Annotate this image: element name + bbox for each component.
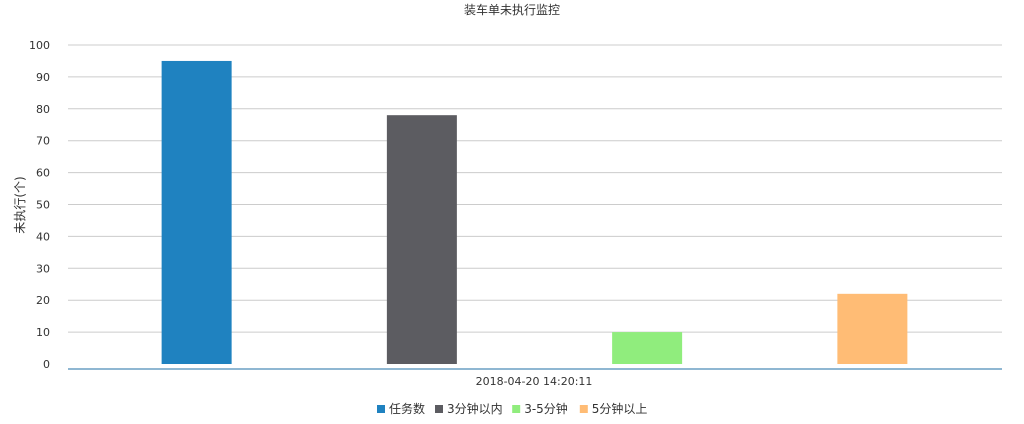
y-axis-ticks: 0 10 20 30 40 50 60 70 80 90 100 xyxy=(29,39,50,371)
legend-swatch xyxy=(512,405,521,413)
y-tick-label: 0 xyxy=(43,358,50,371)
bar-3[interactable] xyxy=(612,332,683,364)
y-tick-label: 30 xyxy=(36,262,50,275)
legend-label: 5分钟以上 xyxy=(592,401,648,416)
legend-item-2[interactable]: 3分钟以内 xyxy=(435,401,503,416)
chart-title: 装车单未执行监控 xyxy=(464,2,560,17)
y-tick-label: 10 xyxy=(36,326,50,339)
legend[interactable]: 任务数 3分钟以内 3-5分钟 5分钟以上 xyxy=(377,401,647,416)
y-tick-label: 100 xyxy=(29,39,50,52)
bar-4[interactable] xyxy=(837,293,908,364)
y-tick-label: 20 xyxy=(36,294,50,307)
legend-label: 3-5分钟 xyxy=(524,401,568,416)
y-tick-label: 60 xyxy=(36,167,50,180)
x-axis: 2018-04-20 14:20:11 xyxy=(68,368,1002,388)
legend-item-4[interactable]: 5分钟以上 xyxy=(579,401,648,416)
y-axis-label: 未执行(个) xyxy=(13,176,27,233)
y-tick-label: 80 xyxy=(36,103,50,116)
legend-swatch xyxy=(579,405,588,413)
legend-item-3[interactable]: 3-5分钟 xyxy=(512,401,568,416)
bar-2[interactable] xyxy=(386,115,457,365)
legend-label: 3分钟以内 xyxy=(447,401,503,416)
legend-swatch xyxy=(435,405,443,413)
bars xyxy=(161,60,908,365)
bar-1[interactable] xyxy=(161,60,232,364)
y-tick-label: 70 xyxy=(36,135,50,148)
x-tick-label: 2018-04-20 14:20:11 xyxy=(476,375,593,388)
legend-swatch xyxy=(377,405,385,413)
y-tick-label: 90 xyxy=(36,71,50,84)
legend-label: 任务数 xyxy=(389,401,425,416)
y-tick-label: 50 xyxy=(36,199,50,212)
legend-item-1[interactable]: 任务数 xyxy=(377,401,425,416)
y-tick-label: 40 xyxy=(36,230,50,243)
